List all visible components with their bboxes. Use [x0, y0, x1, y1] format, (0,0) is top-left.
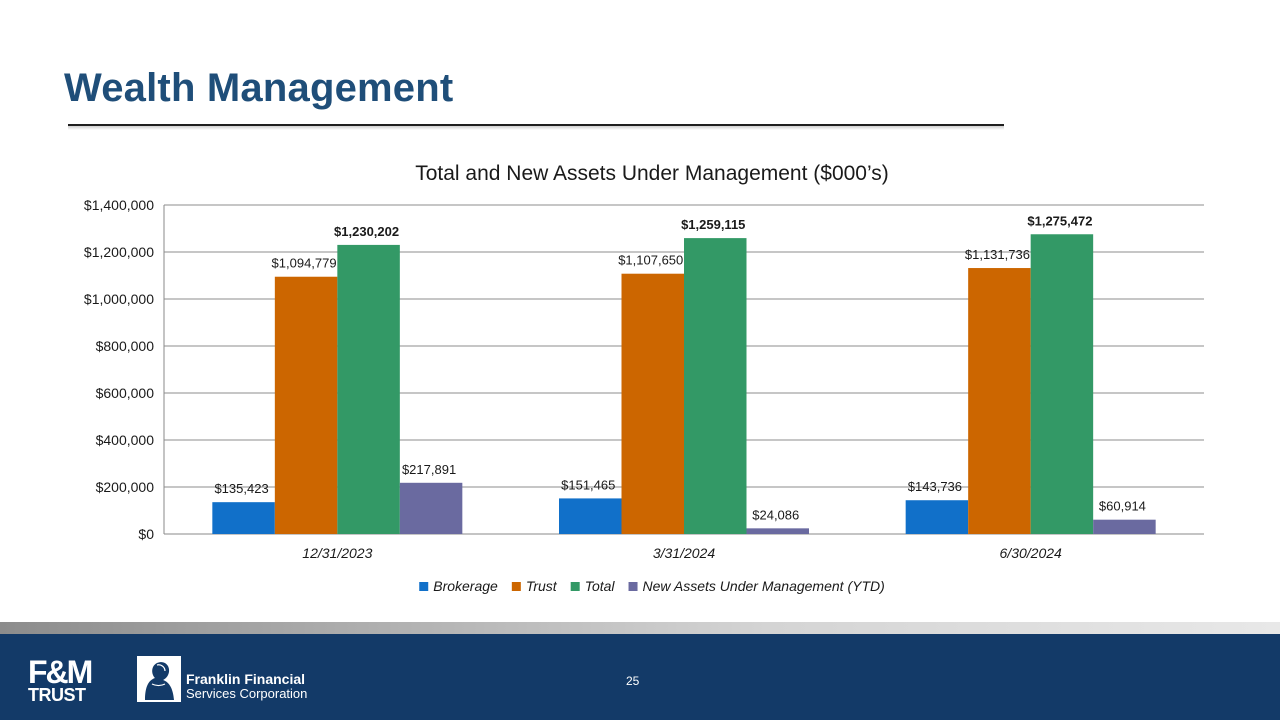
y-tick-label: $400,000	[96, 432, 155, 448]
bar-trust	[968, 268, 1031, 534]
legend-label: Trust	[526, 578, 558, 594]
data-label: $143,736	[908, 479, 962, 494]
y-tick-label: $1,200,000	[84, 244, 154, 260]
y-tick-label: $800,000	[96, 338, 155, 354]
y-tick-label: $600,000	[96, 385, 155, 401]
bar-new-assets-under-management-ytd	[746, 528, 809, 534]
franklin-portrait-icon	[137, 656, 181, 702]
ffsc-name-line1: Franklin Financial	[186, 671, 306, 687]
page-number: 25	[626, 674, 640, 688]
data-label: $1,107,650	[618, 253, 683, 268]
data-label: $1,094,779	[272, 256, 337, 271]
data-label: $24,086	[752, 507, 799, 522]
aum-bar-chart: Total and New Assets Under Management ($…	[84, 162, 1204, 594]
y-tick-label: $1,000,000	[84, 291, 154, 307]
legend-label: Brokerage	[433, 578, 498, 594]
legend-swatch	[511, 582, 521, 591]
bar-trust	[274, 276, 338, 534]
fm-logo-text: F&M	[28, 654, 93, 690]
bar-total	[337, 244, 400, 534]
x-category-label: 12/31/2023	[302, 545, 372, 561]
footer-gradient-band	[0, 622, 1280, 634]
y-tick-label: $0	[138, 526, 154, 542]
bar-trust	[621, 273, 684, 534]
data-label: $60,914	[1099, 499, 1146, 514]
legend-swatch	[628, 582, 638, 591]
data-label: $1,275,472	[1027, 213, 1092, 228]
page-title: Wealth Management	[64, 66, 454, 110]
bar-new-assets-under-management-ytd	[1093, 519, 1156, 534]
bar-brokerage	[559, 498, 622, 534]
data-label: $1,259,115	[681, 217, 745, 232]
y-tick-label: $1,400,000	[84, 197, 154, 213]
bar-new-assets-under-management-ytd	[399, 482, 463, 534]
legend-swatch	[419, 582, 429, 591]
ffsc-logo-text: Franklin Financial Services Corporation	[186, 671, 308, 702]
trust-logo-text: TRUST	[28, 685, 86, 705]
legend-label: New Assets Under Management (YTD)	[643, 578, 885, 594]
x-category-label: 6/30/2024	[1000, 545, 1062, 561]
x-category-label: 3/31/2024	[653, 545, 715, 561]
bar-brokerage	[212, 502, 275, 534]
bar-brokerage	[905, 500, 969, 534]
title-divider	[68, 124, 1004, 126]
title-divider-shadow	[68, 126, 1004, 130]
ffsc-name-line2: Services Corporation	[186, 686, 308, 702]
legend-swatch	[570, 582, 580, 591]
y-tick-label: $200,000	[96, 479, 155, 495]
data-label: $1,131,736	[965, 247, 1030, 262]
data-label: $217,891	[402, 462, 456, 477]
data-label: $135,423	[214, 481, 268, 496]
data-label: $1,230,202	[334, 224, 399, 239]
legend-label: Total	[585, 578, 616, 594]
bar-total	[684, 238, 747, 534]
data-label: $151,465	[561, 477, 615, 492]
footer-bar	[0, 634, 1280, 720]
fm-trust-logo: F&M TRUST	[28, 654, 93, 705]
bar-total	[1030, 234, 1094, 534]
chart-title: Total and New Assets Under Management ($…	[415, 162, 889, 185]
